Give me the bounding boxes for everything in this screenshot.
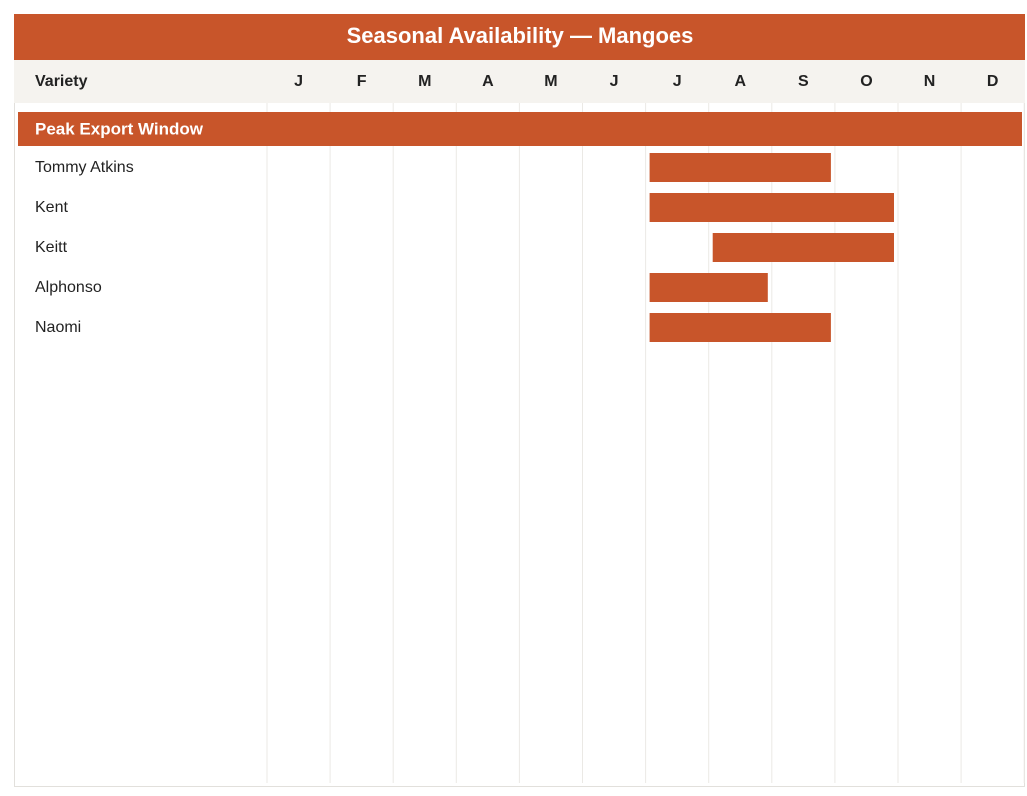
- season-bar: [649, 193, 894, 222]
- season-bar: [649, 273, 768, 302]
- month-label: S: [798, 73, 809, 90]
- season-bar: [649, 313, 831, 342]
- variety-label: Naomi: [35, 319, 81, 336]
- month-label: O: [860, 73, 872, 90]
- season-bar: [712, 233, 894, 262]
- group-bar: [18, 112, 1022, 146]
- season-bar: [649, 153, 831, 182]
- month-label: N: [924, 73, 936, 90]
- month-label: M: [418, 73, 431, 90]
- variety-label: Alphonso: [35, 279, 102, 296]
- month-label: J: [294, 73, 303, 90]
- month-label: A: [482, 73, 494, 90]
- month-label: J: [673, 73, 682, 90]
- chart-title: Seasonal Availability — Mangoes: [347, 23, 694, 48]
- group-label: Peak Export Window: [35, 119, 204, 138]
- month-label: F: [357, 73, 367, 90]
- month-label: D: [987, 73, 999, 90]
- variety-label: Keitt: [35, 239, 68, 256]
- variety-label: Kent: [35, 199, 68, 216]
- month-label: A: [734, 73, 746, 90]
- row-header: Variety: [35, 73, 88, 90]
- variety-label: Tommy Atkins: [35, 159, 134, 176]
- title-bar: [14, 14, 1025, 60]
- month-label: M: [544, 73, 557, 90]
- month-label: J: [610, 73, 619, 90]
- header-row: [14, 60, 1025, 103]
